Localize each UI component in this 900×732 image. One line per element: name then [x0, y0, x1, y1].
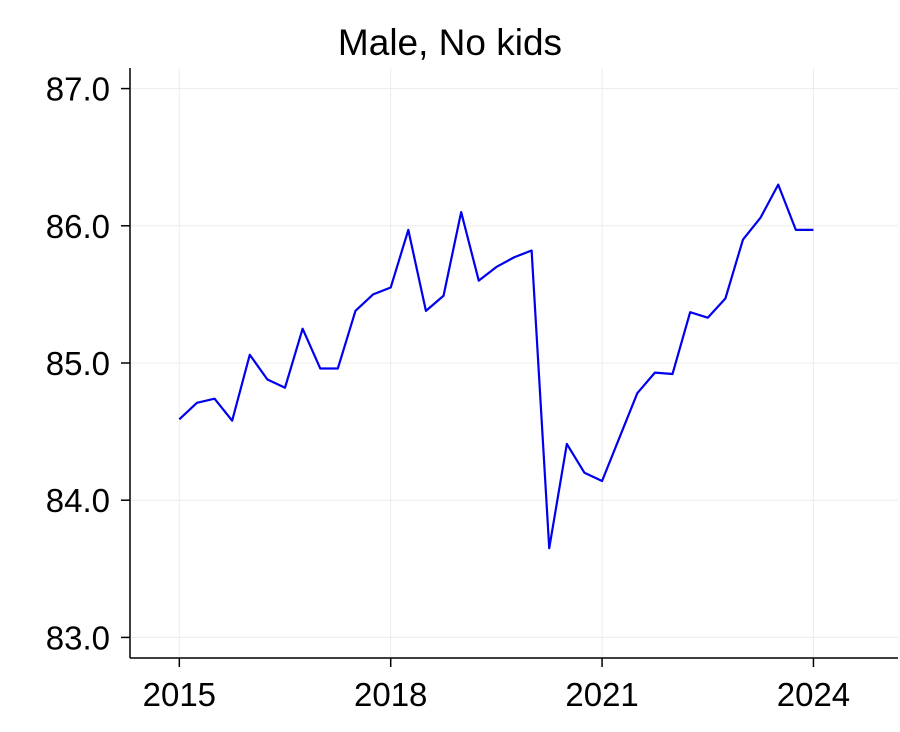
- y-tick-label: 84.0: [46, 482, 110, 519]
- y-tick-label: 86.0: [46, 208, 110, 245]
- series-layer: [178, 183, 814, 550]
- y-tick-label: 83.0: [46, 619, 110, 656]
- x-tick-label: 2024: [777, 676, 850, 713]
- x-tick-label: 2021: [565, 676, 638, 713]
- y-tick-label: 87.0: [46, 71, 110, 108]
- chart-title: Male, No kids: [338, 22, 562, 63]
- grid-lines: [130, 68, 898, 658]
- x-tick-label: 2018: [354, 676, 427, 713]
- tick-labels: 83.0 84.0 85.0 86.0 87.0 2015 2018 2021 2024: [46, 71, 850, 713]
- series-line: [178, 183, 814, 550]
- x-tick-label: 2015: [143, 676, 216, 713]
- y-tick-label: 85.0: [46, 345, 110, 382]
